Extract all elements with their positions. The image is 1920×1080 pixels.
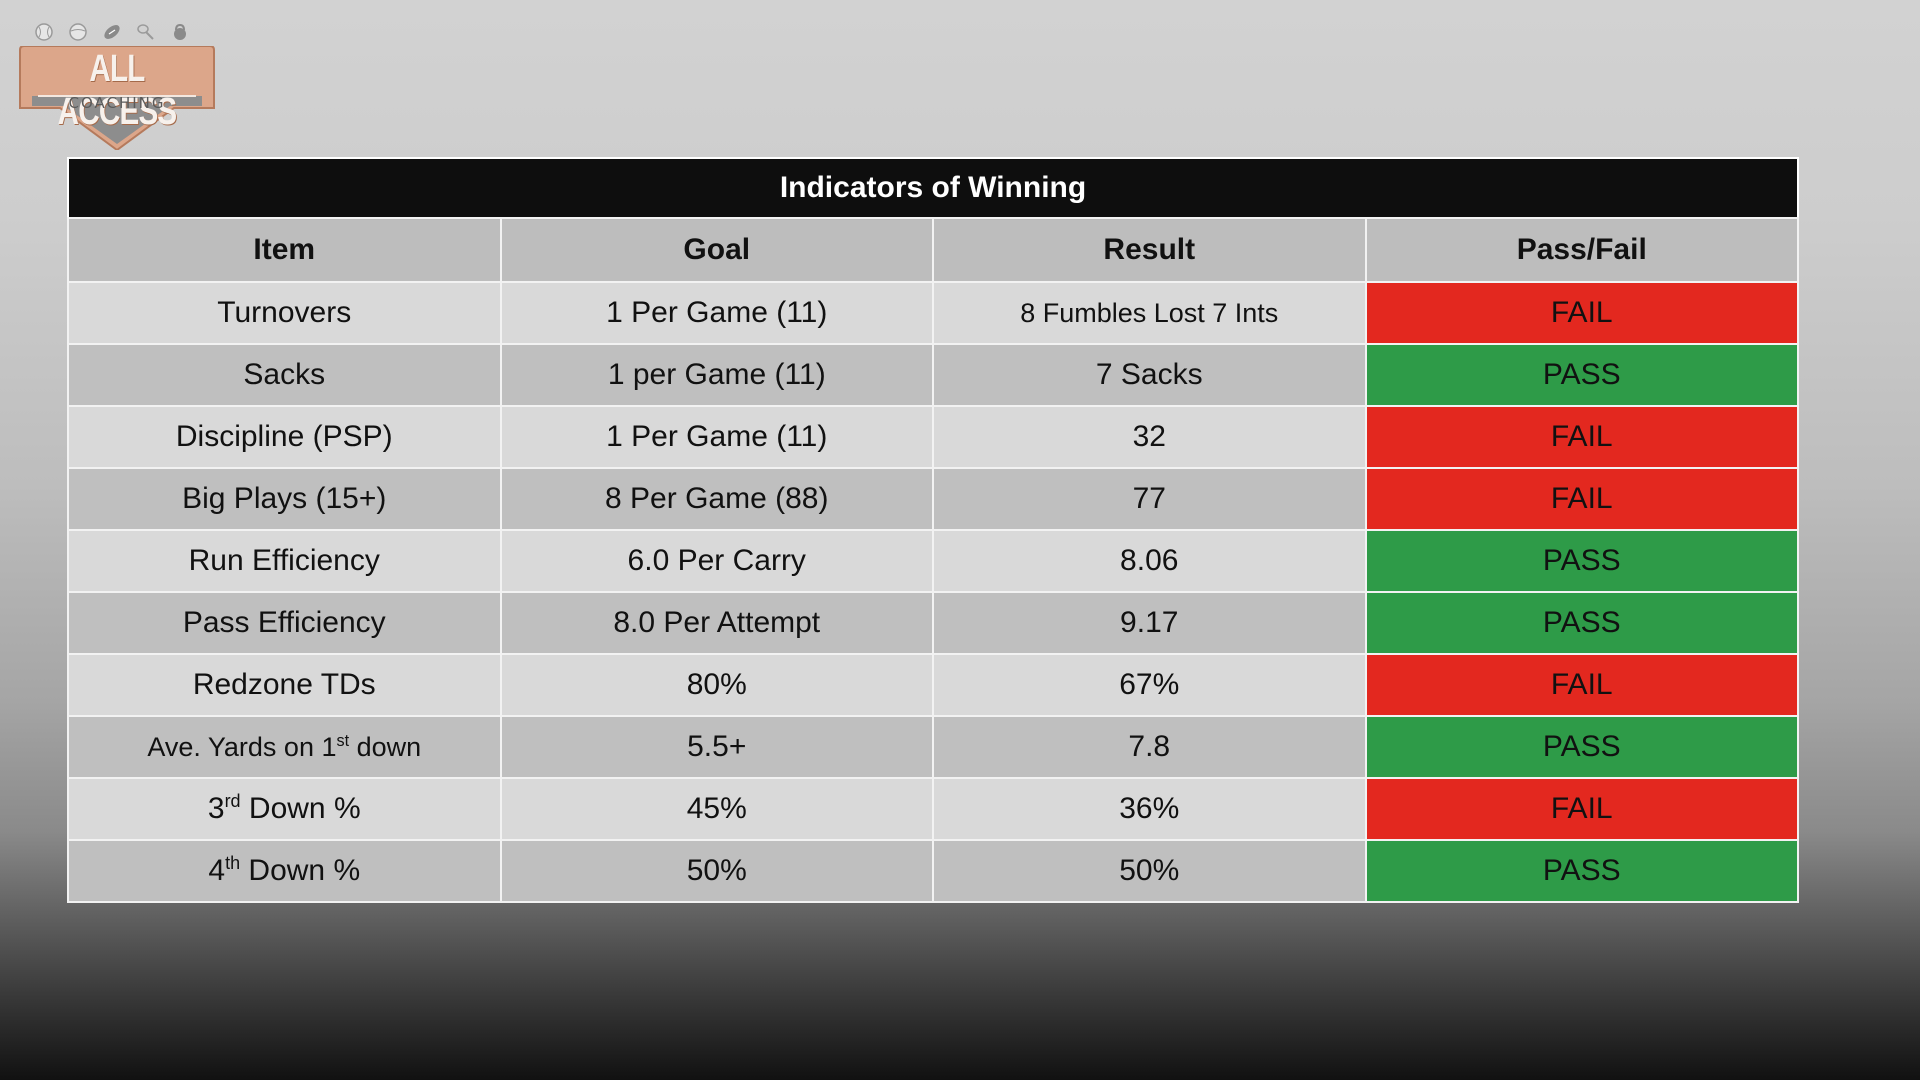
goal-cell: 8.0 Per Attempt	[499, 591, 934, 655]
result-cell: 36%	[932, 777, 1367, 841]
goal-cell: 6.0 Per Carry	[499, 529, 934, 593]
table-row: 4th Down % 50% 50% PASS	[67, 839, 1799, 903]
table-row: Redzone TDs 80% 67% FAIL	[67, 653, 1799, 717]
baseball-icon	[34, 22, 54, 42]
status-cell: FAIL	[1364, 467, 1799, 531]
item-text: Ave. Yards on 1	[147, 731, 337, 762]
header-goal: Goal	[499, 217, 934, 283]
item-cell: Big Plays (15+)	[67, 467, 502, 531]
table-row: Discipline (PSP) 1 Per Game (11) 32 FAIL	[67, 405, 1799, 469]
football-icon	[102, 22, 122, 42]
item-text: 3	[207, 792, 225, 825]
item-cell: Run Efficiency	[67, 529, 502, 593]
kettlebell-icon	[170, 22, 190, 42]
item-cell: Sacks	[67, 343, 502, 407]
item-cell: Redzone TDs	[67, 653, 502, 717]
result-cell: 9.17	[932, 591, 1367, 655]
status-cell: FAIL	[1364, 777, 1799, 841]
result-cell: 7.8	[932, 715, 1367, 779]
table-row: Sacks 1 per Game (11) 7 Sacks PASS	[67, 343, 1799, 407]
item-cell: 3rd Down %	[67, 777, 502, 841]
table-title: Indicators of Winning	[67, 157, 1799, 217]
goal-cell: 45%	[499, 777, 934, 841]
result-cell: 32	[932, 405, 1367, 469]
table-header-row: Item Goal Result Pass/Fail	[67, 217, 1799, 283]
result-cell: 77	[932, 467, 1367, 531]
ordinal-suffix: st	[336, 731, 350, 750]
status-cell: PASS	[1364, 839, 1799, 903]
logo-subtitle: COACHING	[68, 94, 166, 112]
goal-cell: 1 Per Game (11)	[499, 405, 934, 469]
table-row: Turnovers 1 Per Game (11) 8 Fumbles Lost…	[67, 281, 1799, 345]
item-cell: Pass Efficiency	[67, 591, 502, 655]
item-cell: Ave. Yards on 1st down	[67, 715, 502, 779]
status-cell: PASS	[1364, 591, 1799, 655]
table-row: Pass Efficiency 8.0 Per Attempt 9.17 PAS…	[67, 591, 1799, 655]
header-pass-fail: Pass/Fail	[1364, 217, 1799, 283]
logo-sport-icons	[34, 22, 204, 46]
item-text-tail: Down %	[240, 792, 361, 825]
goal-cell: 80%	[499, 653, 934, 717]
result-cell: 8.06	[932, 529, 1367, 593]
goal-cell: 1 per Game (11)	[499, 343, 934, 407]
goal-cell: 5.5+	[499, 715, 934, 779]
status-cell: FAIL	[1364, 281, 1799, 345]
all-access-coaching-logo: ALL ACCESS COACHING	[18, 18, 216, 150]
item-text: 4	[208, 854, 226, 887]
result-cell: 50%	[932, 839, 1367, 903]
table-row: Ave. Yards on 1st down 5.5+ 7.8 PASS	[67, 715, 1799, 779]
header-item: Item	[67, 217, 502, 283]
logo-badge-shape	[19, 46, 215, 150]
lacrosse-icon	[136, 22, 156, 42]
indicators-grid: Item Goal Result Pass/Fail Turnovers 1 P…	[67, 217, 1799, 903]
result-cell: 67%	[932, 653, 1367, 717]
table-row: 3rd Down % 45% 36% FAIL	[67, 777, 1799, 841]
item-text-tail: down	[349, 731, 422, 762]
result-cell: 7 Sacks	[932, 343, 1367, 407]
result-cell: 8 Fumbles Lost 7 Ints	[932, 281, 1367, 345]
goal-cell: 50%	[499, 839, 934, 903]
table-row: Big Plays (15+) 8 Per Game (88) 77 FAIL	[67, 467, 1799, 531]
status-cell: FAIL	[1364, 405, 1799, 469]
status-cell: PASS	[1364, 343, 1799, 407]
logo-title: ALL ACCESS	[57, 48, 178, 133]
goal-cell: 1 Per Game (11)	[499, 281, 934, 345]
ordinal-suffix: rd	[224, 791, 241, 811]
item-cell: Turnovers	[67, 281, 502, 345]
status-cell: FAIL	[1364, 653, 1799, 717]
ball-icon	[68, 22, 88, 42]
item-cell: Discipline (PSP)	[67, 405, 502, 469]
header-result: Result	[932, 217, 1367, 283]
status-cell: PASS	[1364, 715, 1799, 779]
table-row: Run Efficiency 6.0 Per Carry 8.06 PASS	[67, 529, 1799, 593]
goal-cell: 8 Per Game (88)	[499, 467, 934, 531]
item-text-tail: Down %	[240, 854, 361, 887]
status-cell: PASS	[1364, 529, 1799, 593]
ordinal-suffix: th	[225, 853, 241, 873]
item-cell: 4th Down %	[67, 839, 502, 903]
indicators-table: Indicators of Winning Item Goal Result P…	[67, 157, 1799, 903]
